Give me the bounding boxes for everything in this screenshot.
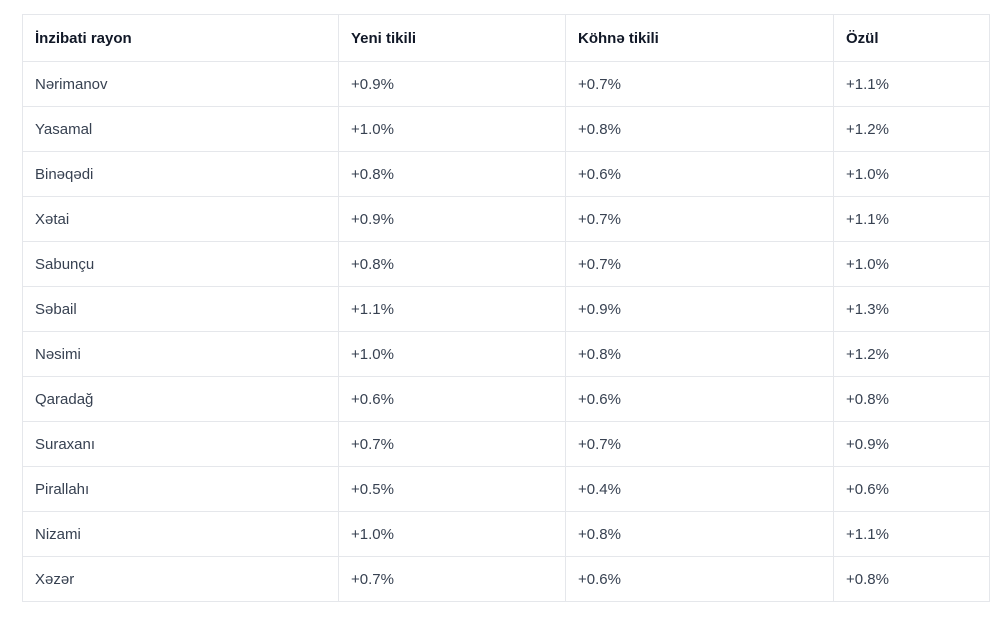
district-name-cell: Pirallahı xyxy=(22,466,339,512)
table-row: Binəqədi +0.8% +0.6% +1.0% xyxy=(22,151,990,197)
value-cell: +1.3% xyxy=(833,286,990,332)
value-cell: +1.0% xyxy=(833,151,990,197)
table-row: Suraxanı +0.7% +0.7% +0.9% xyxy=(22,421,990,467)
value-cell: +1.2% xyxy=(833,106,990,152)
value-cell: +0.7% xyxy=(565,421,834,467)
table-row: Qaradağ +0.6% +0.6% +0.8% xyxy=(22,376,990,422)
value-cell: +0.6% xyxy=(565,151,834,197)
column-header-ozul: Özül xyxy=(833,14,990,62)
district-name-cell: Xətai xyxy=(22,196,339,242)
value-cell: +0.6% xyxy=(565,376,834,422)
value-cell: +0.9% xyxy=(565,286,834,332)
value-cell: +0.7% xyxy=(565,196,834,242)
value-cell: +0.8% xyxy=(565,106,834,152)
district-price-table-container: İnzibati rayon Yeni tikili Köhnə tikili … xyxy=(22,14,990,602)
value-cell: +0.6% xyxy=(833,466,990,512)
value-cell: +0.8% xyxy=(833,556,990,602)
value-cell: +0.6% xyxy=(565,556,834,602)
table-row: Pirallahı +0.5% +0.4% +0.6% xyxy=(22,466,990,512)
district-name-cell: Səbail xyxy=(22,286,339,332)
value-cell: +0.9% xyxy=(338,61,566,107)
value-cell: +0.4% xyxy=(565,466,834,512)
value-cell: +1.1% xyxy=(338,286,566,332)
table-row: Xətai +0.9% +0.7% +1.1% xyxy=(22,196,990,242)
value-cell: +1.0% xyxy=(833,241,990,287)
value-cell: +0.8% xyxy=(338,241,566,287)
value-cell: +0.7% xyxy=(338,556,566,602)
value-cell: +0.8% xyxy=(833,376,990,422)
value-cell: +0.7% xyxy=(565,241,834,287)
table-row: Yasamal +1.0% +0.8% +1.2% xyxy=(22,106,990,152)
district-name-cell: Sabunçu xyxy=(22,241,339,287)
column-header-kohne-tikili: Köhnə tikili xyxy=(565,14,834,62)
table-row: Sabunçu +0.8% +0.7% +1.0% xyxy=(22,241,990,287)
value-cell: +1.1% xyxy=(833,196,990,242)
value-cell: +0.8% xyxy=(565,331,834,377)
table-row: Nəsimi +1.0% +0.8% +1.2% xyxy=(22,331,990,377)
value-cell: +1.1% xyxy=(833,61,990,107)
value-cell: +0.8% xyxy=(338,151,566,197)
district-name-cell: Qaradağ xyxy=(22,376,339,422)
district-price-table: İnzibati rayon Yeni tikili Köhnə tikili … xyxy=(22,14,990,602)
district-name-cell: Nəsimi xyxy=(22,331,339,377)
district-name-cell: Nərimanov xyxy=(22,61,339,107)
value-cell: +1.0% xyxy=(338,106,566,152)
value-cell: +0.7% xyxy=(565,61,834,107)
column-header-inzibati-rayon: İnzibati rayon xyxy=(22,14,339,62)
value-cell: +1.2% xyxy=(833,331,990,377)
value-cell: +0.9% xyxy=(833,421,990,467)
value-cell: +0.6% xyxy=(338,376,566,422)
value-cell: +0.7% xyxy=(338,421,566,467)
district-name-cell: Binəqədi xyxy=(22,151,339,197)
district-name-cell: Xəzər xyxy=(22,556,339,602)
column-header-yeni-tikili: Yeni tikili xyxy=(338,14,566,62)
value-cell: +0.9% xyxy=(338,196,566,242)
value-cell: +0.5% xyxy=(338,466,566,512)
table-row: Nərimanov +0.9% +0.7% +1.1% xyxy=(22,61,990,107)
value-cell: +1.0% xyxy=(338,331,566,377)
value-cell: +1.0% xyxy=(338,511,566,557)
table-row: Xəzər +0.7% +0.6% +0.8% xyxy=(22,556,990,602)
district-name-cell: Nizami xyxy=(22,511,339,557)
table-header-row: İnzibati rayon Yeni tikili Köhnə tikili … xyxy=(22,14,990,62)
value-cell: +0.8% xyxy=(565,511,834,557)
table-row: Səbail +1.1% +0.9% +1.3% xyxy=(22,286,990,332)
table-row: Nizami +1.0% +0.8% +1.1% xyxy=(22,511,990,557)
district-name-cell: Suraxanı xyxy=(22,421,339,467)
value-cell: +1.1% xyxy=(833,511,990,557)
district-name-cell: Yasamal xyxy=(22,106,339,152)
